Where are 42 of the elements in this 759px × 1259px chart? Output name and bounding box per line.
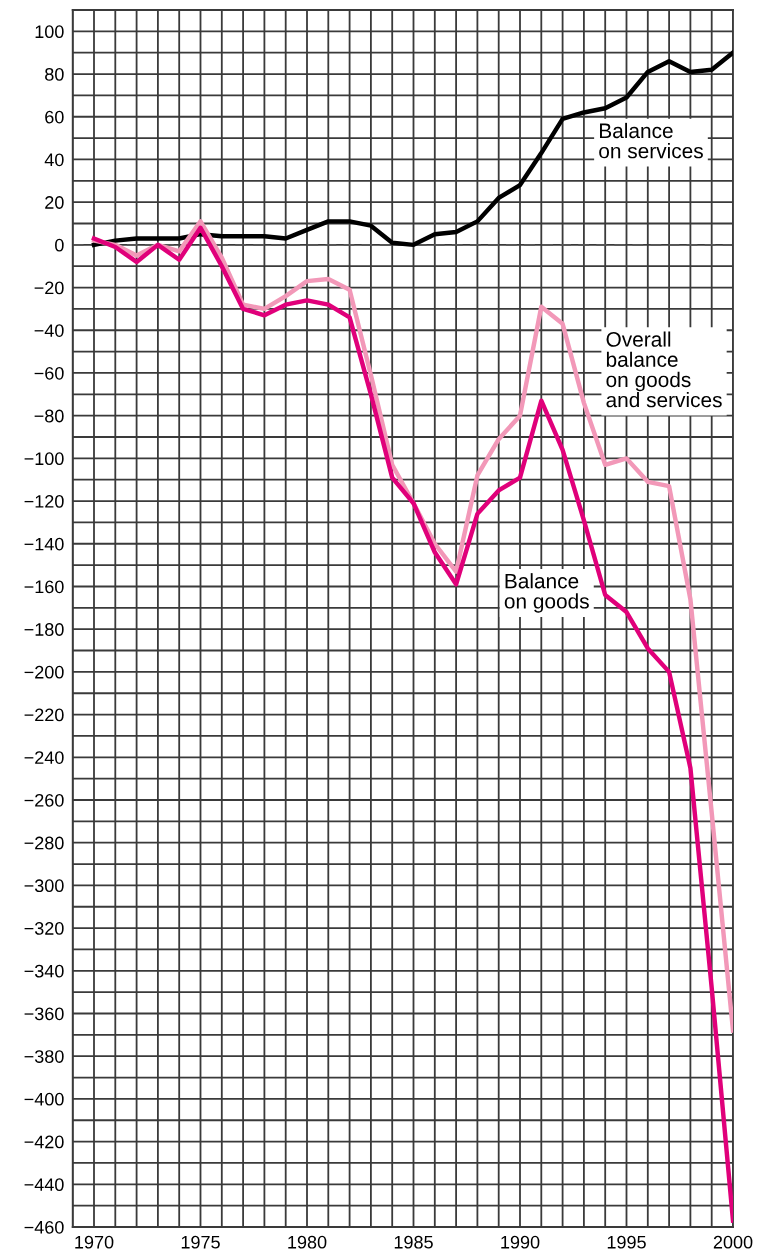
y-tick-label: 0 — [55, 238, 64, 252]
y-tick-label: −220 — [24, 708, 64, 722]
line-series — [91, 50, 733, 248]
y-tick-label: 40 — [44, 153, 64, 167]
x-tick-label: 1995 — [607, 1235, 646, 1249]
y-tick-label: 100 — [35, 25, 64, 39]
line-series — [91, 225, 733, 1223]
y-tick-label: −20 — [34, 281, 64, 295]
y-tick-label: −160 — [24, 580, 64, 594]
y-tick-label: −280 — [24, 836, 64, 850]
y-tick-label: −440 — [24, 1178, 64, 1192]
x-tick-label: 1980 — [288, 1235, 327, 1249]
y-tick-label: 20 — [45, 196, 64, 209]
y-tick-label: −140 — [24, 537, 64, 551]
y-tick-label: 60 — [45, 110, 64, 124]
x-tick-label: 1990 — [501, 1235, 540, 1249]
series-label: Balance on services — [599, 122, 703, 159]
x-tick-label: 1985 — [394, 1235, 433, 1249]
y-tick-label: −240 — [24, 751, 64, 764]
y-tick-label: 80 — [45, 67, 64, 81]
y-tick-label: −420 — [24, 1135, 64, 1149]
y-tick-label: −380 — [24, 1050, 64, 1063]
series-label: Balance on goods — [504, 573, 589, 613]
y-tick-label: −200 — [24, 665, 64, 679]
x-tick-label: 1970 — [75, 1235, 114, 1249]
line-series — [91, 219, 733, 1033]
y-tick-label: −320 — [24, 922, 64, 935]
y-tick-label: −260 — [24, 793, 64, 807]
y-tick-label: −100 — [24, 452, 64, 466]
y-tick-label: −360 — [24, 1007, 64, 1021]
y-tick-label: −60 — [34, 366, 64, 380]
x-tick-label: 2000 — [713, 1235, 753, 1249]
y-tick-label: −120 — [24, 495, 64, 508]
y-tick-label: −40 — [34, 324, 64, 337]
y-tick-label: −340 — [24, 964, 64, 978]
y-tick-label: −80 — [34, 409, 64, 423]
series-label: Overall balance on goods and services — [606, 331, 722, 408]
y-tick-label: −180 — [24, 623, 64, 636]
y-tick-label: −460 — [24, 1220, 64, 1234]
y-tick-label: −300 — [24, 879, 64, 893]
x-tick-label: 1975 — [181, 1235, 220, 1249]
y-tick-label: −400 — [24, 1092, 64, 1106]
